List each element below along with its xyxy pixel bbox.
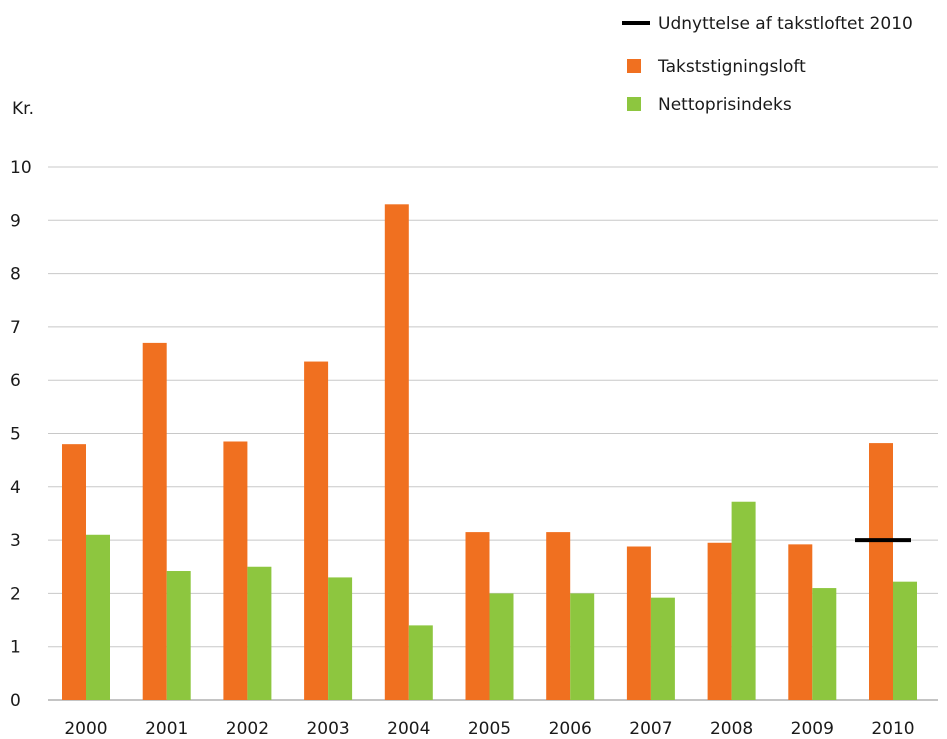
legend-swatch-nettoprisindeks	[627, 97, 641, 111]
y-tick-label: 7	[10, 318, 21, 338]
legend-label-nettoprisindeks: Nettoprisindeks	[658, 95, 792, 115]
bar-takststigningsloft-2009	[788, 544, 813, 700]
bar-nettoprisindeks-2001	[166, 571, 191, 700]
bar-nettoprisindeks-2003	[328, 577, 353, 700]
y-tick-label: 9	[10, 211, 21, 231]
y-unit-label: Kr.	[12, 99, 34, 119]
bars	[62, 204, 917, 700]
y-tick-label: 5	[10, 425, 21, 445]
bar-nettoprisindeks-2009	[812, 588, 837, 700]
x-tick-label: 2006	[549, 719, 592, 739]
y-tick-label: 6	[10, 371, 21, 391]
x-tick-label: 2002	[226, 719, 269, 739]
x-axis-labels: 2000 2001 2002 2003 2004 2005 2006 2007 2008 2009…	[64, 719, 914, 739]
x-tick-label: 2007	[629, 719, 672, 739]
legend: Udnyttelse af takstloftet 2010 Takststign…	[622, 14, 913, 115]
bar-takststigningsloft-2008	[707, 542, 732, 700]
y-tick-label: 0	[10, 691, 21, 711]
x-tick-label: 2000	[64, 719, 107, 739]
bar-takststigningsloft-2003	[304, 361, 329, 700]
y-tick-label: 8	[10, 265, 21, 285]
y-axis-ticks: 0 1 2 3 4 5 6 7 8 9 10	[10, 158, 32, 711]
bar-takststigningsloft-2006	[546, 532, 571, 700]
x-tick-label: 2010	[871, 719, 914, 739]
x-tick-label: 2005	[468, 719, 511, 739]
x-tick-label: 2009	[791, 719, 834, 739]
bar-nettoprisindeks-2002	[247, 566, 272, 700]
bar-takststigningsloft-2007	[626, 546, 651, 700]
bar-nettoprisindeks-2008	[731, 501, 756, 700]
bar-nettoprisindeks-2010	[893, 581, 917, 700]
x-tick-label: 2001	[145, 719, 188, 739]
legend-label-takststigningsloft: Takststigningsloft	[657, 57, 806, 77]
y-tick-label: 2	[10, 584, 21, 604]
grid-lines	[48, 166, 938, 701]
bar-nettoprisindeks-2004	[408, 625, 433, 700]
bar-takststigningsloft-2002	[223, 441, 248, 700]
bar-takststigningsloft-2000	[62, 444, 86, 700]
y-tick-label: 10	[10, 158, 32, 178]
bar-nettoprisindeks-2006	[570, 593, 595, 700]
bar-nettoprisindeks-2005	[489, 593, 514, 700]
bar-takststigningsloft-2010	[869, 443, 893, 700]
x-tick-label: 2008	[710, 719, 753, 739]
bar-takststigningsloft-2005	[465, 532, 490, 700]
y-tick-label: 3	[10, 531, 21, 551]
bar-nettoprisindeks-2007	[650, 597, 675, 700]
bar-takststigningsloft-2004	[384, 204, 409, 700]
y-tick-label: 1	[10, 638, 21, 658]
bar-nettoprisindeks-2000	[86, 534, 110, 700]
legend-swatch-takststigningsloft	[627, 59, 641, 73]
y-tick-label: 4	[10, 478, 21, 498]
legend-label-marker: Udnyttelse af takstloftet 2010	[658, 14, 913, 34]
x-tick-label: 2003	[306, 719, 349, 739]
x-tick-label: 2004	[387, 719, 430, 739]
bar-takststigningsloft-2001	[142, 342, 167, 700]
